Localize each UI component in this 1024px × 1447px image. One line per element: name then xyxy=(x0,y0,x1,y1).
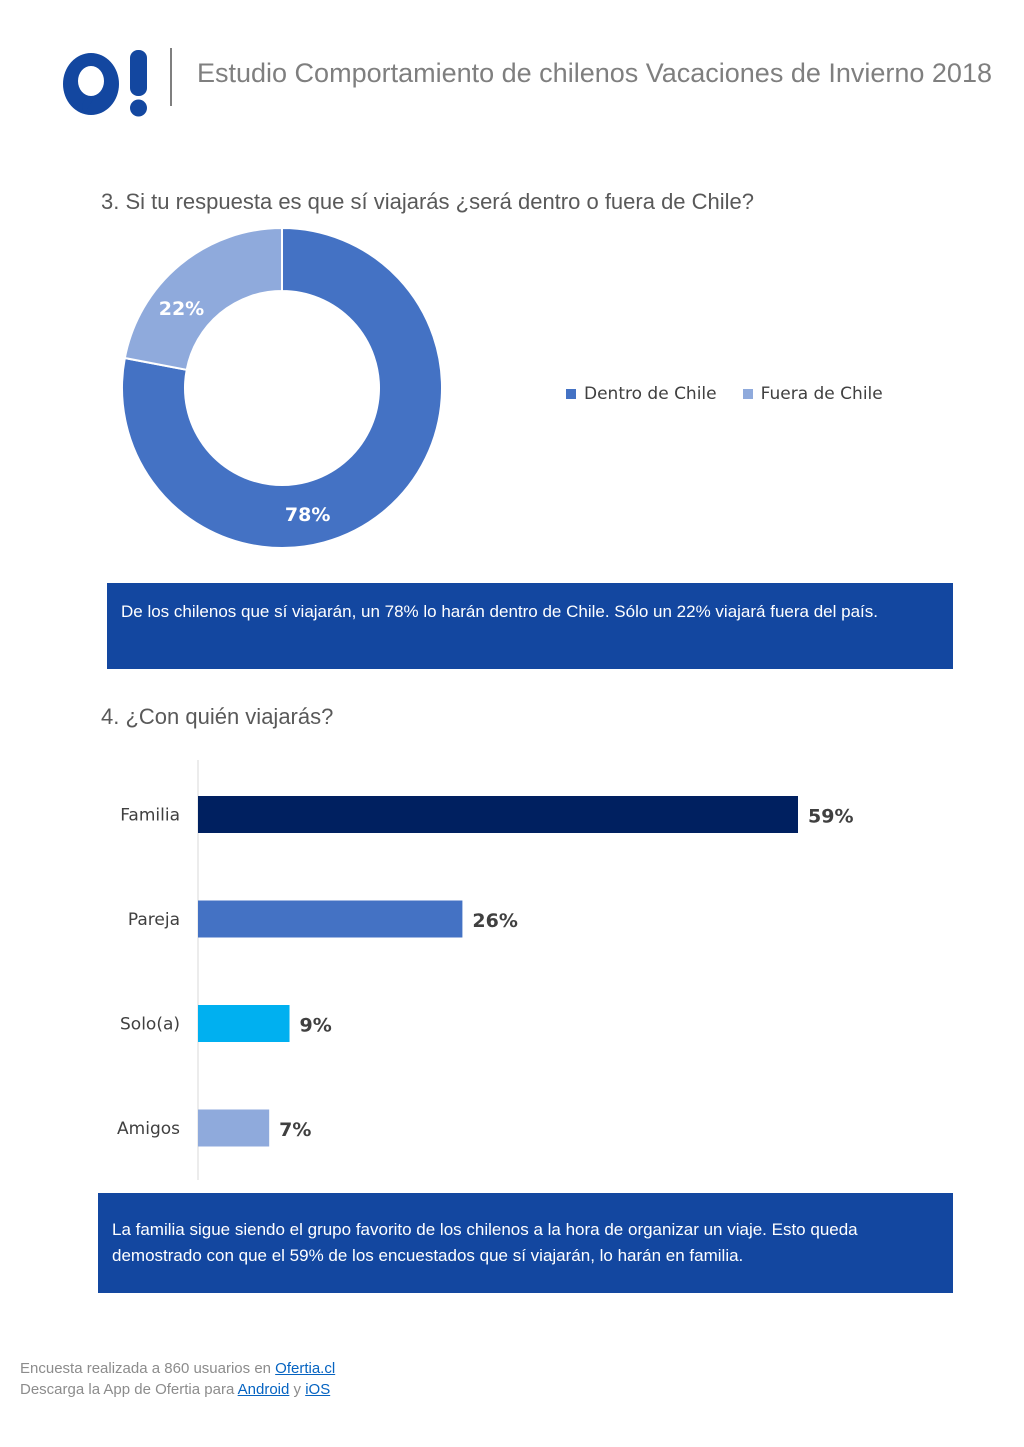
value-label-pareja: 26% xyxy=(472,910,517,932)
donut-chart: 78% 22% xyxy=(121,226,443,549)
ofertia-logo-graphic xyxy=(63,50,147,117)
footer-line-1: Encuesta realizada a 860 usuarios en Ofe… xyxy=(20,1358,335,1379)
category-label-solo-a: Solo(a) xyxy=(120,1015,180,1035)
question-4-callout: La familia sigue siendo el grupo favorit… xyxy=(98,1193,953,1293)
donut-label-dentro-de-chile: 78% xyxy=(285,504,330,526)
question-4-title: 4. ¿Con quién viajarás? xyxy=(101,704,334,729)
donut-slice-fuera-de-chile xyxy=(123,226,283,371)
footer-line-2: Descarga la App de Ofertia para Android … xyxy=(20,1379,335,1400)
ios-link[interactable]: iOS xyxy=(305,1381,331,1398)
value-label-solo-a: 9% xyxy=(300,1015,332,1037)
header-divider xyxy=(170,48,172,106)
value-label-familia: 59% xyxy=(808,806,853,828)
legend-label-dentro: Dentro de Chile xyxy=(584,384,717,404)
question-3-title: 3. Si tu respuesta es que sí viajarás ¿s… xyxy=(101,189,755,214)
page-title: Estudio Comportamiento de chilenos Vacac… xyxy=(197,58,992,88)
donut-label-fuera-de-chile: 22% xyxy=(159,298,204,320)
question-3-callout: De los chilenos que sí viajarán, un 78% … xyxy=(107,583,953,669)
bar-amigos xyxy=(198,1109,270,1147)
bar-pareja xyxy=(198,900,463,938)
footer-and-text: y xyxy=(289,1381,306,1398)
footer: Encuesta realizada a 860 usuarios en Ofe… xyxy=(20,1358,335,1400)
footer-survey-text: Encuesta realizada a 860 usuarios en xyxy=(20,1360,276,1377)
category-label-familia: Familia xyxy=(120,806,180,826)
legend-label-fuera: Fuera de Chile xyxy=(760,384,883,404)
bar-familia xyxy=(198,796,798,833)
category-label-pareja: Pareja xyxy=(128,910,180,930)
android-link[interactable]: Android xyxy=(237,1381,290,1398)
legend-item-fuera: Fuera de Chile xyxy=(742,384,883,404)
donut-slice-dentro-de-chile xyxy=(121,226,443,549)
footer-download-text: Descarga la App de Ofertia para xyxy=(20,1381,238,1398)
value-label-amigos: 7% xyxy=(279,1119,311,1141)
bar-chart: Familia 59% Pareja 26% Solo(a) 9% Amigos 7% xyxy=(117,760,853,1180)
ofertia-logo xyxy=(60,48,155,118)
ofertia-link[interactable]: Ofertia.cl xyxy=(275,1360,336,1377)
legend-swatch-fuera xyxy=(742,389,753,399)
bar-solo-a xyxy=(198,1005,290,1042)
legend-item-dentro: Dentro de Chile xyxy=(566,384,717,404)
category-label-amigos: Amigos xyxy=(117,1119,180,1139)
legend-swatch-dentro xyxy=(566,389,576,399)
donut-legend: Dentro de Chile Fuera de Chile xyxy=(566,384,883,404)
